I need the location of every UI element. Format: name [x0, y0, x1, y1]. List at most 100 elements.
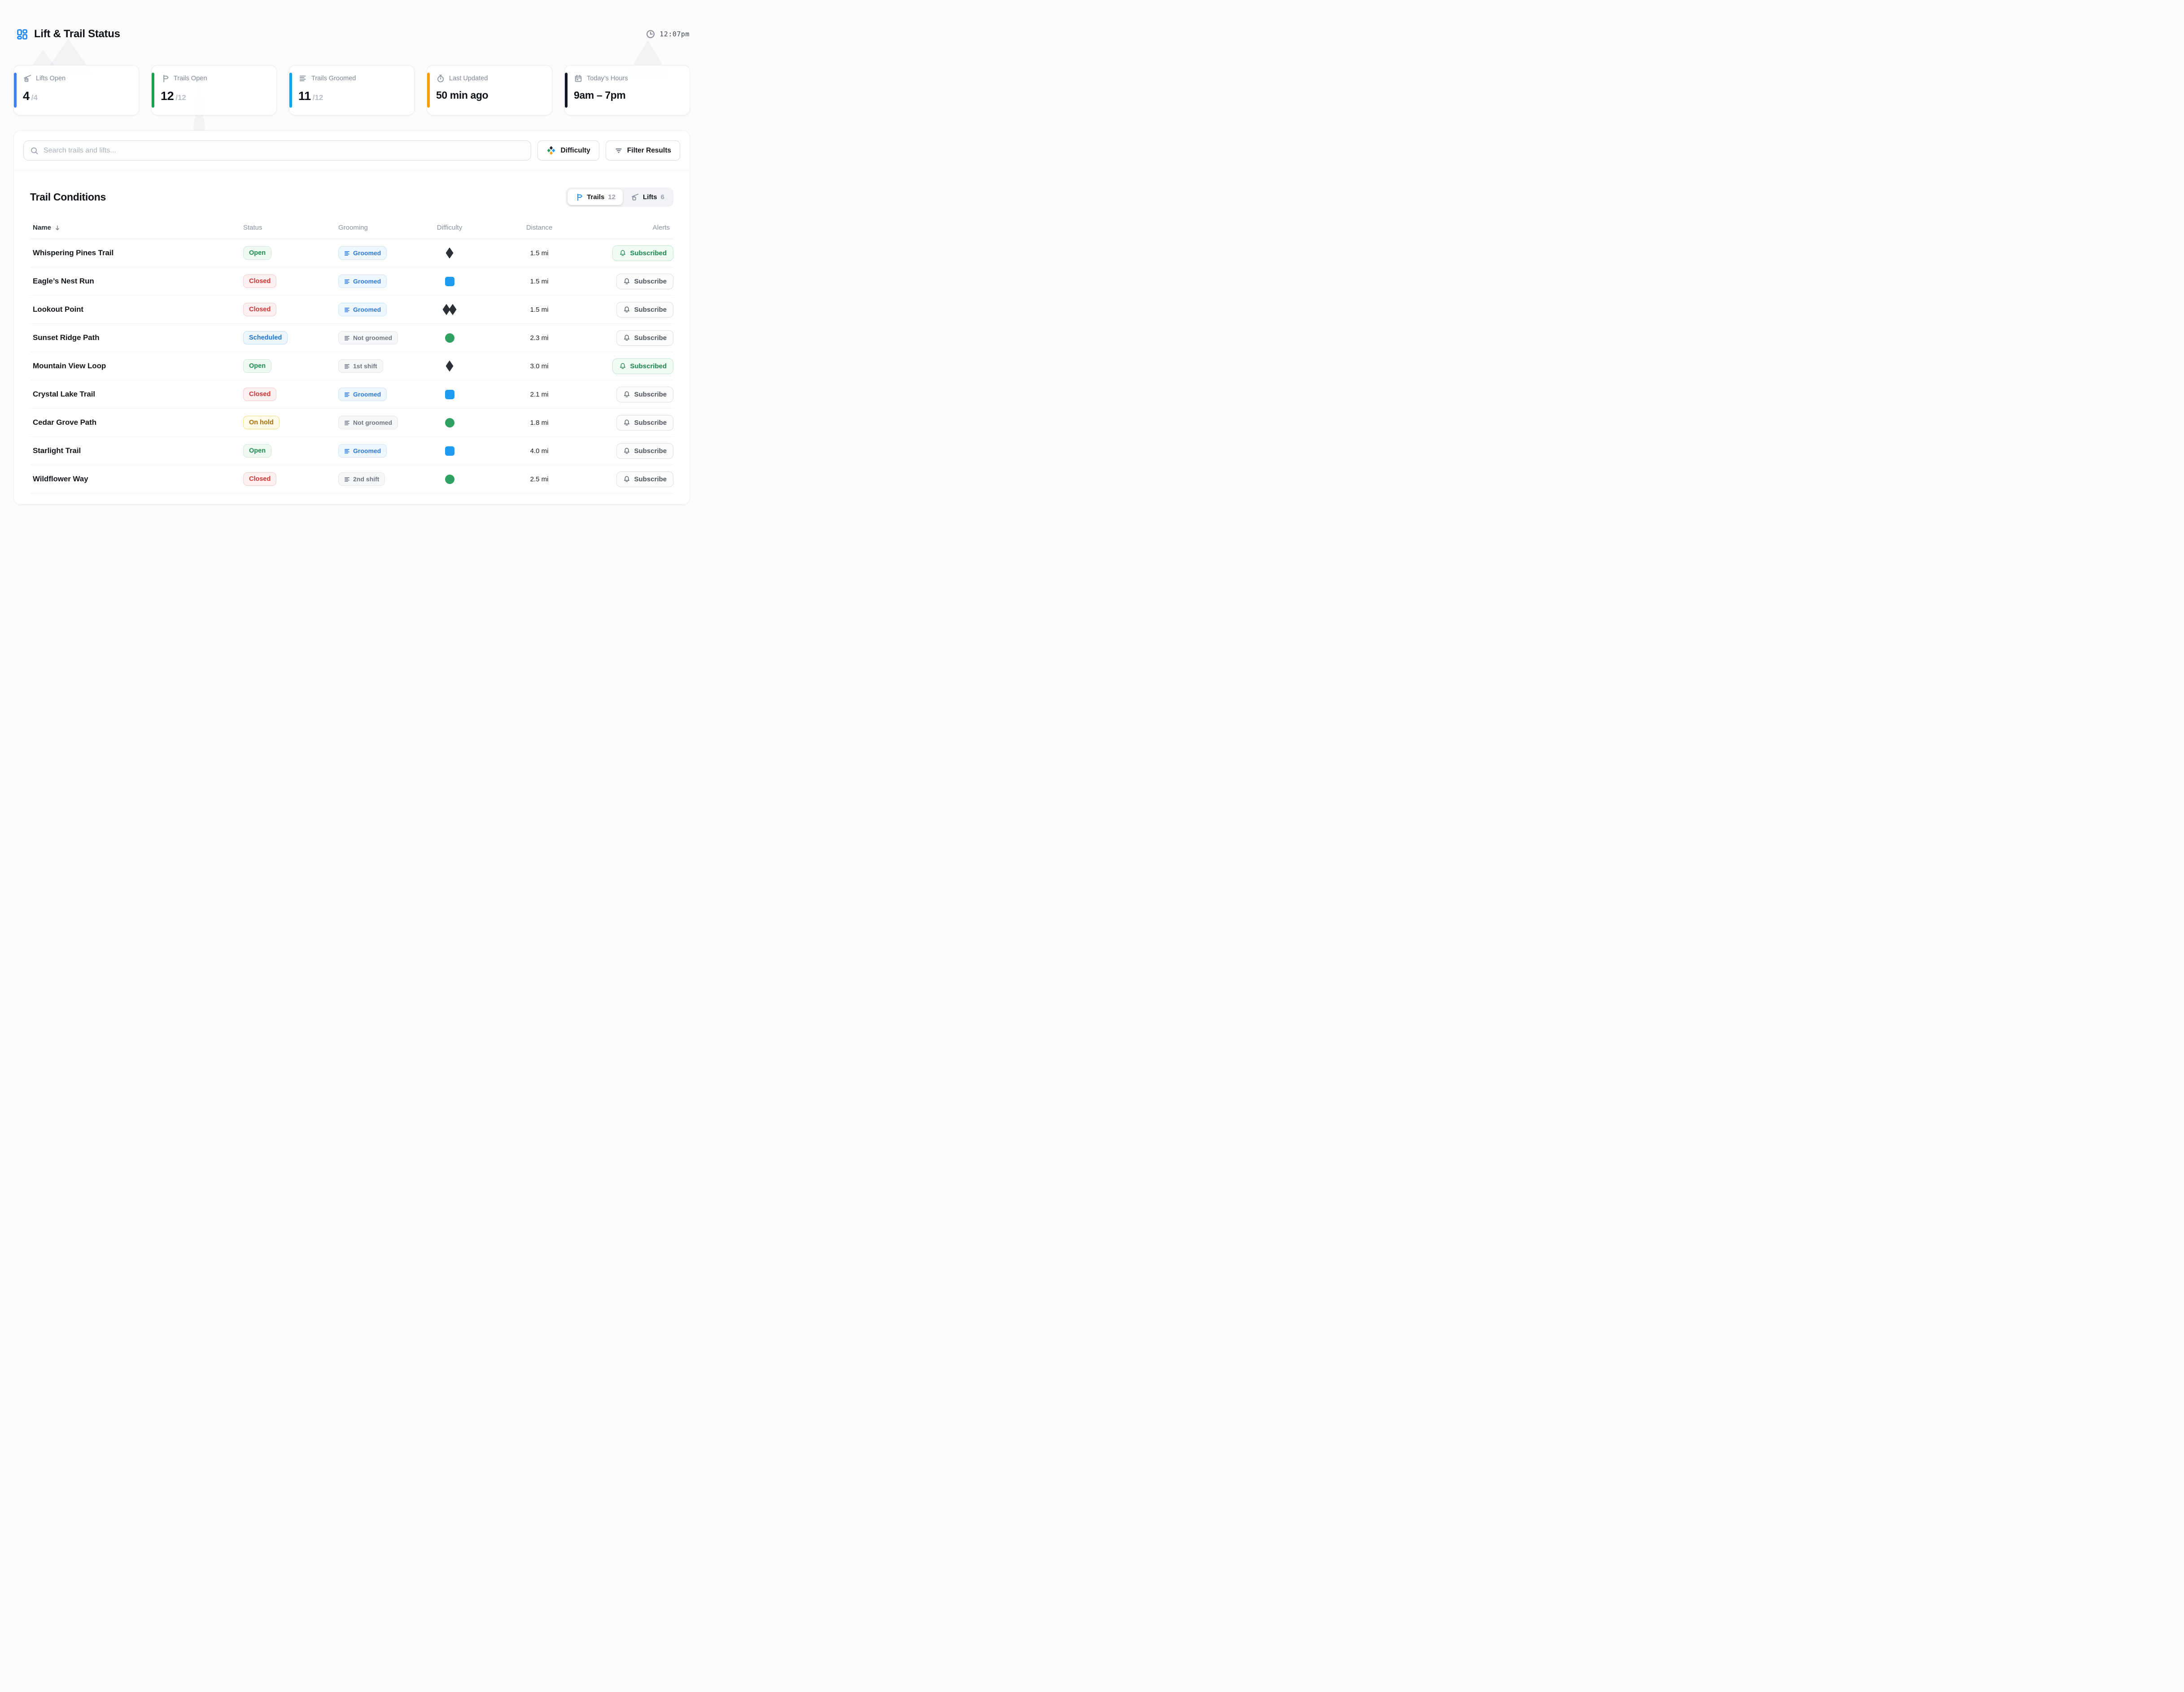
- table-row: Starlight Trail Open Groomed 4.0 mi Subs…: [30, 437, 673, 465]
- stat-card-lifts-open: Lifts Open 4 /4: [13, 65, 139, 115]
- subscribe-button[interactable]: Subscribe: [616, 273, 673, 289]
- distance-value: 1.5 mi: [530, 249, 549, 257]
- trail-name: Wildflower Way: [33, 475, 88, 483]
- stopwatch-icon: [436, 74, 445, 83]
- bell-icon: [624, 278, 630, 284]
- trail-name: Sunset Ridge Path: [33, 333, 100, 342]
- filter-results-button[interactable]: Filter Results: [605, 140, 680, 161]
- green-circle-icon: [445, 418, 454, 427]
- difficulty-button[interactable]: Difficulty: [537, 140, 599, 161]
- status-badge: On hold: [243, 416, 280, 429]
- stat-card-todays-hours: Today’s Hours 9am – 7pm: [564, 65, 690, 115]
- status-badge: Open: [243, 246, 272, 260]
- table-row: Wildflower Way Closed 2nd shift 2.5 mi S…: [30, 465, 673, 493]
- bell-icon: [624, 391, 630, 397]
- chairlift-icon: [23, 74, 32, 83]
- subscribe-button[interactable]: Subscribed: [612, 245, 673, 261]
- subscribe-button[interactable]: Subscribe: [616, 330, 673, 346]
- distance-value: 2.5 mi: [530, 475, 549, 483]
- toolbar: Difficulty Filter Results: [14, 131, 690, 170]
- column-header-alerts: Alerts: [652, 224, 670, 231]
- grooming-badge: Groomed: [338, 275, 387, 288]
- blue-square-icon: [445, 446, 454, 456]
- table-row: Whispering Pines Trail Open Groomed 1.5 …: [30, 239, 673, 267]
- brand: Lift & Trail Status: [16, 28, 120, 40]
- clock-icon: [646, 29, 655, 39]
- subscribe-button[interactable]: Subscribe: [616, 471, 673, 487]
- stats-row: Lifts Open 4 /4 Trails Open 12 /12: [13, 65, 690, 115]
- status-badge: Closed: [243, 388, 277, 401]
- subscribe-button[interactable]: Subscribe: [616, 443, 673, 459]
- distance-value: 2.1 mi: [530, 390, 549, 398]
- tab-trails[interactable]: Trails 12: [568, 189, 623, 205]
- stat-card-trails-groomed: Trails Groomed 11 /12: [289, 65, 415, 115]
- grooming-lines-icon: [345, 392, 349, 397]
- stat-label: Trails Groomed: [311, 75, 356, 82]
- stat-value: 11: [298, 89, 311, 103]
- stat-label: Last Updated: [449, 75, 488, 82]
- trail-name: Starlight Trail: [33, 446, 81, 455]
- distance-value: 4.0 mi: [530, 447, 549, 455]
- subscribe-button[interactable]: Subscribe: [616, 414, 673, 431]
- status-badge: Open: [243, 359, 272, 373]
- stat-value: 50 min ago: [436, 89, 489, 101]
- table-row: Cedar Grove Path On hold Not groomed 1.8…: [30, 409, 673, 437]
- tab-count: 6: [660, 193, 664, 201]
- stat-sub-value: /12: [175, 93, 186, 102]
- current-time: 12:07pm: [646, 29, 690, 39]
- trail-name: Mountain View Loop: [33, 362, 106, 370]
- column-header-name[interactable]: Name: [30, 224, 243, 231]
- app-header: Lift & Trail Status 12:07pm: [0, 0, 703, 40]
- grooming-lines-icon: [345, 279, 349, 284]
- stat-label: Today’s Hours: [587, 75, 628, 82]
- trail-name: Whispering Pines Trail: [33, 249, 114, 257]
- view-tabs: Trails 12 Lifts 6: [566, 188, 673, 207]
- signpost-icon: [577, 193, 582, 201]
- column-header-difficulty: Difficulty: [437, 224, 463, 231]
- distance-value: 1.8 mi: [530, 419, 549, 427]
- tab-lifts[interactable]: Lifts 6: [624, 189, 672, 205]
- trail-name: Lookout Point: [33, 305, 83, 314]
- time-value: 12:07pm: [660, 30, 690, 38]
- bell-icon: [620, 250, 626, 256]
- difficulty-diamonds-icon: [546, 146, 556, 155]
- bell-icon: [624, 335, 630, 341]
- grooming-lines-icon: [345, 336, 349, 340]
- search-icon: [31, 147, 38, 154]
- search-input[interactable]: [23, 140, 532, 161]
- tab-count: 12: [608, 193, 616, 201]
- subscribe-button[interactable]: Subscribed: [612, 358, 673, 374]
- grooming-badge: 2nd shift: [338, 472, 385, 486]
- trail-name: Cedar Grove Path: [33, 418, 97, 427]
- accent-bar: [565, 73, 568, 108]
- subscribe-button[interactable]: Subscribe: [616, 386, 673, 402]
- trail-name: Crystal Lake Trail: [33, 390, 95, 398]
- dashboard-logo-icon: [16, 28, 28, 40]
- status-badge: Open: [243, 444, 272, 458]
- stat-label: Lifts Open: [36, 75, 66, 82]
- black-diamond-icon: [446, 247, 454, 259]
- stat-sub-value: /4: [31, 93, 38, 102]
- stat-value: 12: [161, 89, 174, 103]
- chairlift-icon: [631, 193, 639, 201]
- stat-value: 4: [23, 89, 30, 103]
- stat-label: Trails Open: [174, 75, 207, 82]
- table-row: Mountain View Loop Open 1st shift 3.0 mi…: [30, 352, 673, 380]
- grooming-lines-icon: [345, 307, 349, 312]
- filter-funnel-icon: [615, 147, 623, 155]
- difficulty-button-label: Difficulty: [560, 146, 590, 154]
- black-diamond-icon: [446, 360, 454, 372]
- accent-bar: [152, 73, 154, 108]
- table-row: Lookout Point Closed Groomed 1.5 mi Subs…: [30, 296, 673, 324]
- blue-square-icon: [445, 389, 454, 399]
- bell-icon: [624, 476, 630, 482]
- status-badge: Closed: [243, 472, 277, 486]
- grooming-badge: Groomed: [338, 388, 387, 401]
- grooming-lines-icon: [345, 420, 349, 425]
- bell-icon: [624, 448, 630, 454]
- subscribe-button[interactable]: Subscribe: [616, 301, 673, 318]
- filter-button-label: Filter Results: [627, 146, 671, 154]
- grooming-lines-icon: [298, 74, 307, 83]
- status-badge: Closed: [243, 275, 277, 288]
- green-circle-icon: [445, 333, 454, 343]
